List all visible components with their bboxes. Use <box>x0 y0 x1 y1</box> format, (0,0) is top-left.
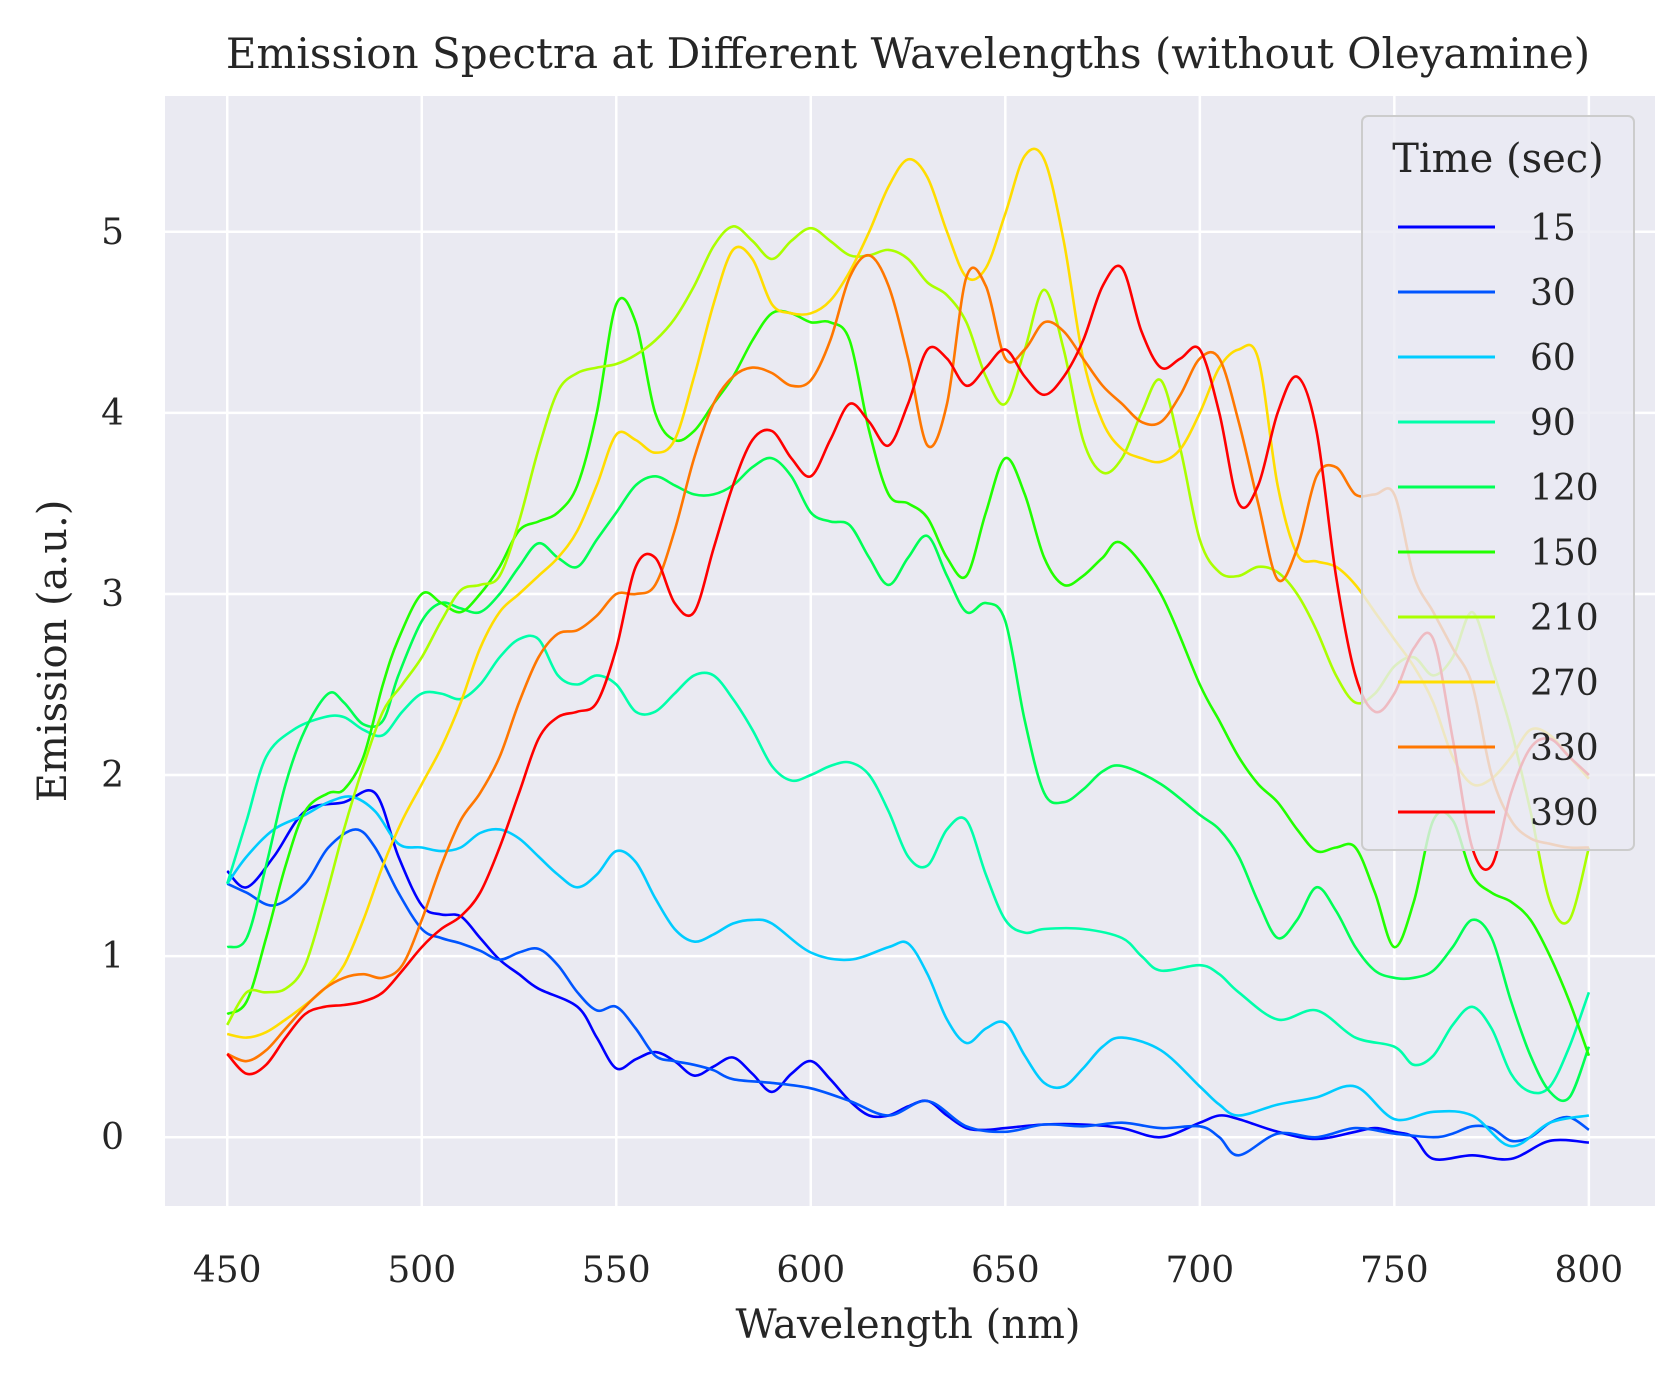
x-axis-label: Wavelength (nm) <box>735 1302 1080 1348</box>
y-tick-label-3: 3 <box>101 574 124 615</box>
series-line-150 <box>226 296 1591 1057</box>
x-tick-label-3: 600 <box>776 1250 845 1291</box>
y-axis-label: Emission (a.u.) <box>30 500 76 803</box>
legend-label-120: 120 <box>1530 468 1599 509</box>
legend-entries: 15 30 60 90 120 150 210 270 330 390 <box>1398 208 1599 834</box>
legend-item-150[interactable]: 150 <box>1398 533 1599 574</box>
legend-item-120[interactable]: 120 <box>1398 468 1599 509</box>
legend-item-390[interactable]: 390 <box>1398 793 1599 834</box>
x-ticks: 450 500 550 600 650 700 750 800 <box>193 1250 1623 1291</box>
y-tick-label-4: 4 <box>101 393 124 434</box>
x-tick-label-5: 700 <box>1165 1250 1234 1291</box>
legend-item-30[interactable]: 30 <box>1398 273 1576 314</box>
legend-label-15: 15 <box>1530 208 1576 249</box>
x-tick-label-4: 650 <box>971 1250 1040 1291</box>
legend-item-90[interactable]: 90 <box>1398 403 1576 444</box>
series-line-90 <box>225 634 1591 1095</box>
legend-box <box>1361 115 1635 851</box>
legend-item-15[interactable]: 15 <box>1398 208 1576 249</box>
legend-label-390: 390 <box>1530 793 1599 834</box>
x-tick-label-2: 550 <box>582 1250 651 1291</box>
x-tick-label-7: 800 <box>1555 1250 1624 1291</box>
series-line-270 <box>226 147 1590 1039</box>
legend-item-210[interactable]: 210 <box>1398 598 1599 639</box>
x-tick-label-0: 450 <box>193 1250 262 1291</box>
legend-label-30: 30 <box>1530 273 1576 314</box>
legend-label-270: 270 <box>1530 663 1599 704</box>
legend[interactable]: Time (sec) 15 30 60 90 120 150 210 270 330 390 <box>1361 115 1635 851</box>
x-tick-label-1: 500 <box>387 1250 456 1291</box>
legend-label-150: 150 <box>1530 533 1599 574</box>
y-tick-label-1: 1 <box>101 936 124 977</box>
legend-title: Time (sec) <box>1392 136 1604 182</box>
legend-label-210: 210 <box>1530 598 1599 639</box>
legend-item-270[interactable]: 270 <box>1398 663 1599 704</box>
y-ticks: 0 1 2 3 4 5 <box>101 212 124 1158</box>
x-tick-label-6: 750 <box>1360 1250 1429 1291</box>
series-line-60 <box>226 795 1590 1148</box>
legend-item-330[interactable]: 330 <box>1398 728 1599 769</box>
y-tick-label-5: 5 <box>101 212 124 253</box>
legend-label-330: 330 <box>1530 728 1599 769</box>
chart-title: Emission Spectra at Different Wavelength… <box>226 29 1590 78</box>
legend-label-90: 90 <box>1530 403 1576 444</box>
y-tick-label-0: 0 <box>101 1117 124 1158</box>
legend-item-60[interactable]: 60 <box>1398 338 1576 379</box>
legend-label-60: 60 <box>1530 338 1576 379</box>
y-tick-label-2: 2 <box>101 755 124 796</box>
